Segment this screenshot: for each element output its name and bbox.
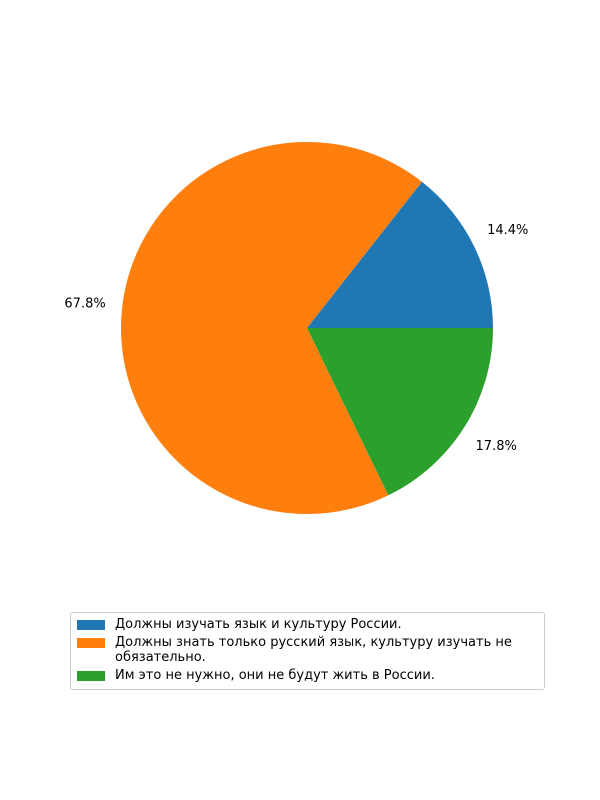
pie-slice [307, 181, 493, 328]
legend-label: Должны изучать язык и культуру России. [115, 617, 402, 632]
pie-slices [121, 142, 493, 514]
legend-label: Им это не нужно, они не будут жить в Рос… [115, 668, 435, 683]
legend-item: Должны изучать язык и культуру России. [77, 617, 538, 632]
pie-slice [121, 142, 422, 514]
legend: Должны изучать язык и культуру России. Д… [70, 612, 545, 690]
pie-slice [307, 328, 493, 496]
legend-swatch [77, 671, 105, 681]
pie-percent-label: 14.4% [487, 223, 528, 238]
legend-swatch [77, 638, 105, 648]
pie-percent-label: 67.8% [64, 297, 105, 312]
legend-item: Должны знать только русский язык, культу… [77, 635, 538, 665]
pie-labels: 14.4% 67.8% 17.8% [64, 223, 528, 454]
pie-chart: 14.4% 67.8% 17.8% [64, 142, 528, 514]
legend-item: Им это не нужно, они не будут жить в Рос… [77, 668, 538, 683]
pie-percent-label: 17.8% [476, 439, 517, 454]
legend-swatch [77, 620, 105, 630]
legend-label: Должны знать только русский язык, культу… [115, 635, 512, 665]
